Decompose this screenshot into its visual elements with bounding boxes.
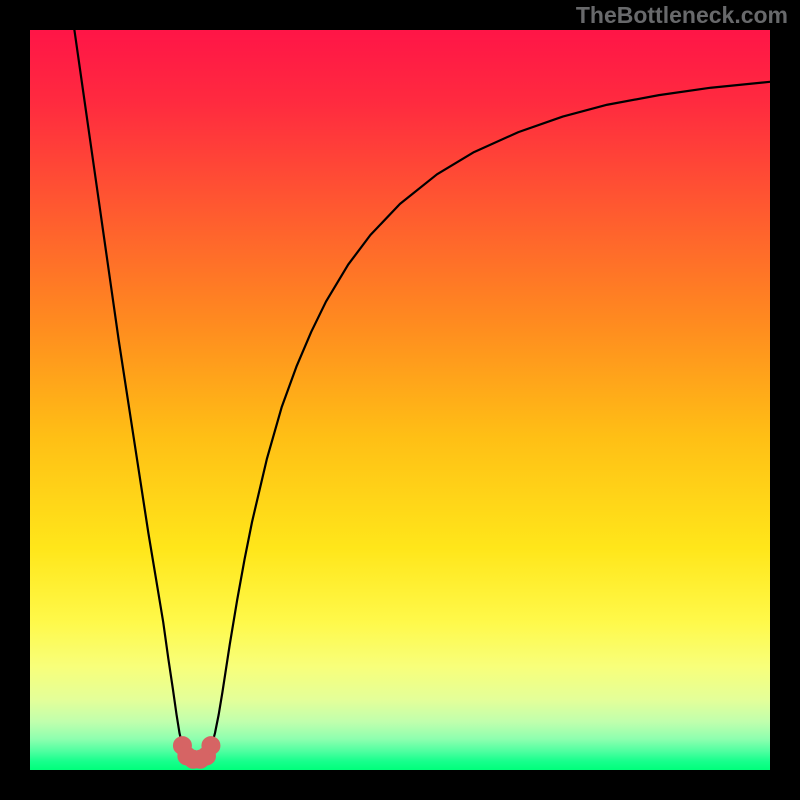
plot-area bbox=[30, 30, 770, 770]
watermark-text: TheBottleneck.com bbox=[576, 2, 788, 29]
background-rect bbox=[30, 30, 770, 770]
marker-dot bbox=[202, 737, 220, 755]
chart-frame: TheBottleneck.com bbox=[0, 0, 800, 800]
plot-svg bbox=[30, 30, 770, 770]
